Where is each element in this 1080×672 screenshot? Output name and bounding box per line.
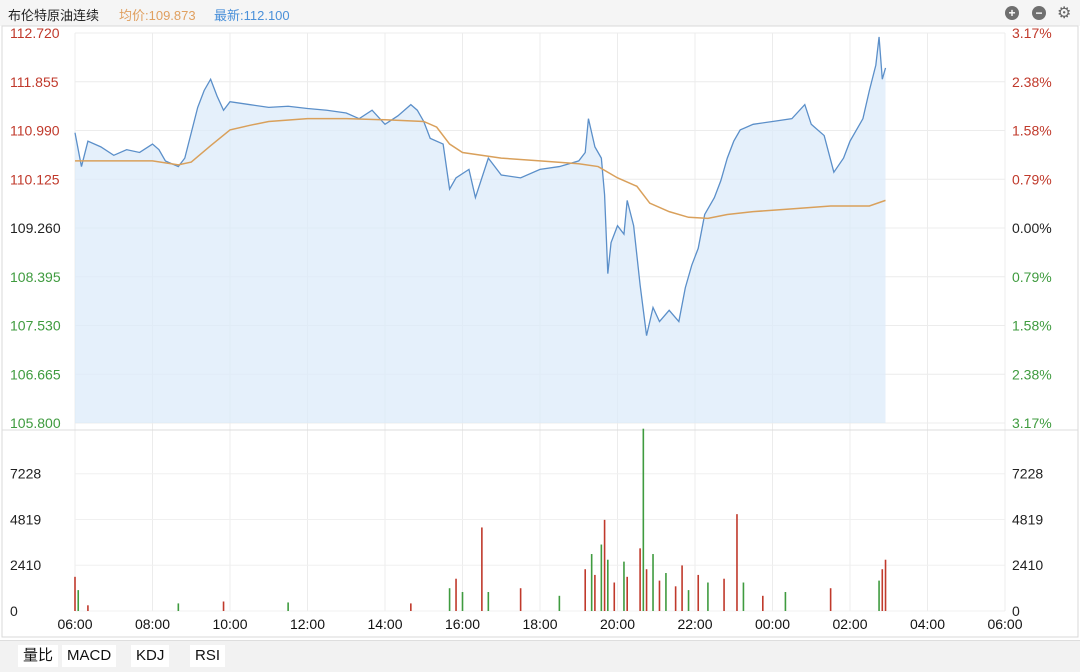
volume-bar — [652, 554, 654, 611]
volume-bar — [884, 559, 887, 611]
volume-bar — [697, 574, 700, 611]
price-area-fill — [75, 36, 886, 423]
time-tick-label: 12:00 — [290, 616, 325, 632]
time-tick-label: 02:00 — [832, 616, 867, 632]
price-tick-label: 106.665 — [10, 366, 61, 382]
volume-tick-label: 2410 — [1012, 557, 1043, 573]
volume-bar — [762, 595, 764, 611]
gear-icon[interactable]: ⚙ — [1057, 5, 1072, 22]
volume-bar — [687, 590, 690, 611]
volume-bar — [881, 569, 884, 611]
time-tick-label: 00:00 — [755, 616, 790, 632]
volume-bar — [674, 586, 677, 611]
volume-bar — [658, 580, 661, 611]
volume-bar — [177, 603, 180, 611]
volume-bar — [784, 592, 787, 611]
volume-bar — [626, 576, 628, 611]
indicator-tab-bar: 量比 MACD KDJ RSI — [0, 640, 1080, 672]
tab-macd[interactable]: MACD — [62, 645, 117, 667]
volume-tick-label: 4819 — [1012, 511, 1043, 527]
volume-tick-label: 7228 — [10, 466, 41, 482]
volume-bar — [87, 605, 89, 611]
volume-bar — [642, 428, 645, 611]
volume-bar — [613, 582, 616, 611]
time-tick-label: 18:00 — [522, 616, 557, 632]
volume-tick-label: 2410 — [10, 557, 41, 573]
volume-bar — [594, 574, 596, 611]
percent-tick-label: 1.58% — [1012, 123, 1052, 139]
time-tick-label: 20:00 — [600, 616, 635, 632]
volume-tick-label: 0 — [1012, 603, 1020, 619]
zoom-in-icon[interactable]: + — [1005, 6, 1019, 20]
volume-bar — [481, 527, 483, 611]
volume-bar — [590, 554, 593, 611]
volume-bar — [603, 519, 606, 611]
average-price-label: 均价:109.873 — [119, 8, 196, 23]
percent-tick-label: 1.58% — [1012, 318, 1052, 334]
volume-tick-label: 4819 — [10, 511, 41, 527]
time-tick-label: 06:00 — [987, 616, 1022, 632]
time-tick-label: 04:00 — [910, 616, 945, 632]
price-tick-label: 110.125 — [10, 171, 60, 187]
volume-bar — [623, 561, 625, 611]
volume-bar — [878, 580, 880, 611]
volume-bar — [600, 544, 603, 611]
price-tick-label: 112.720 — [10, 25, 60, 41]
percent-tick-label: 0.79% — [1012, 269, 1052, 285]
volume-tick-label: 0 — [10, 603, 18, 619]
percent-tick-label: 2.38% — [1012, 74, 1052, 90]
volume-bar — [742, 582, 745, 611]
volume-bar — [707, 582, 709, 611]
time-tick-label: 06:00 — [57, 616, 92, 632]
percent-tick-label: 0.79% — [1012, 171, 1052, 187]
volume-bar — [558, 595, 561, 611]
volume-bar — [645, 569, 648, 611]
percent-tick-label: 0.00% — [1012, 220, 1052, 236]
instrument-title: 布伦特原油连续 — [8, 8, 100, 23]
volume-tick-label: 7228 — [1012, 466, 1043, 482]
volume-bar — [723, 578, 725, 611]
tab-rsi[interactable]: RSI — [190, 645, 226, 667]
time-tick-label: 22:00 — [677, 616, 712, 632]
price-tick-label: 105.800 — [10, 415, 61, 431]
volume-bar — [519, 588, 522, 611]
volume-bar — [607, 559, 609, 611]
price-tick-label: 109.260 — [10, 220, 61, 236]
average-price-line — [75, 117, 886, 220]
time-tick-label: 08:00 — [135, 616, 170, 632]
volume-bar — [681, 565, 683, 611]
volume-bar — [410, 603, 412, 611]
percent-tick-label: 2.38% — [1012, 366, 1052, 382]
volume-bar — [665, 573, 667, 611]
time-tick-label: 16:00 — [445, 616, 480, 632]
tab-volume-ratio[interactable]: 量比 — [18, 645, 59, 667]
price-tick-label: 110.990 — [10, 123, 60, 139]
percent-tick-label: 3.17% — [1012, 415, 1052, 431]
price-tick-label: 111.855 — [10, 74, 59, 90]
percent-tick-label: 3.17% — [1012, 25, 1052, 41]
volume-bar — [639, 548, 641, 611]
latest-price-label: 最新:112.100 — [214, 8, 290, 23]
zoom-out-icon[interactable]: − — [1032, 6, 1046, 20]
time-tick-label: 10:00 — [212, 616, 247, 632]
volume-bar — [455, 578, 457, 611]
volume-bar — [287, 602, 289, 611]
price-tick-label: 107.530 — [10, 318, 61, 334]
volume-bar — [487, 592, 490, 611]
tab-kdj[interactable]: KDJ — [131, 645, 170, 667]
volume-bar — [829, 588, 832, 611]
price-volume-chart: 112.720 3.17% 111.855 2.38% 110.990 1.58% 110.… — [1, 25, 1079, 638]
volume-bar — [584, 569, 587, 611]
volume-bar — [74, 576, 76, 611]
chart-header: 布伦特原油连续 均价:109.873 最新:112.100 + − ⚙ — [0, 0, 1080, 26]
volume-bar — [448, 588, 451, 611]
volume-bar — [77, 590, 80, 611]
volume-bar — [461, 592, 464, 611]
time-tick-label: 14:00 — [367, 616, 402, 632]
price-tick-label: 108.395 — [10, 269, 61, 285]
volume-bar — [736, 514, 738, 611]
volume-bar — [222, 601, 225, 611]
